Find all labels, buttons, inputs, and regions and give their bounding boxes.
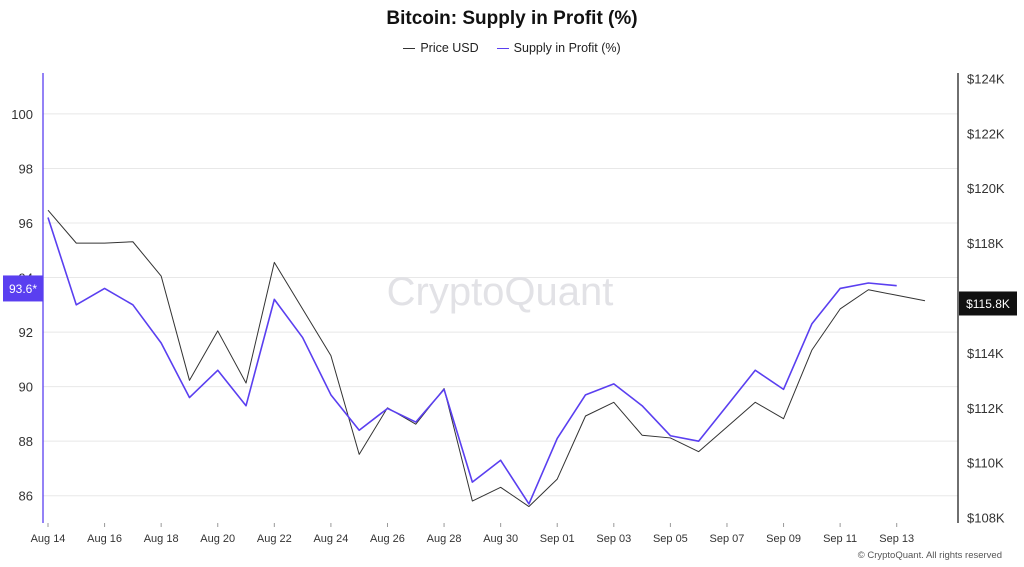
y-right-tick-label: $120K xyxy=(967,181,1005,196)
y-right-tick-label: $114K xyxy=(967,346,1004,361)
y-left-tick-label: 88 xyxy=(19,434,33,449)
grid-layer xyxy=(43,113,958,497)
current-value-label-left: 93.6* xyxy=(9,282,37,296)
x-tick-label: Aug 26 xyxy=(370,533,405,545)
y-left-tick-label: 92 xyxy=(19,325,33,340)
x-tick-label: Sep 07 xyxy=(710,533,745,545)
x-tick-label: Sep 11 xyxy=(823,533,857,545)
y-left-tick-label: 90 xyxy=(19,380,33,395)
y-left-tick-label: 86 xyxy=(19,489,33,504)
x-tick-label: Aug 24 xyxy=(313,533,348,545)
x-tick-label: Sep 01 xyxy=(540,533,575,545)
series-layer xyxy=(47,209,926,508)
x-tick-label: Aug 28 xyxy=(427,533,462,545)
legend-item-price[interactable]: Price USD xyxy=(403,41,479,55)
y-right-tick-label: $122K xyxy=(967,126,1005,141)
copyright-notice: © CryptoQuant. All rights reserved xyxy=(857,550,1002,561)
series-line-supply-in-profit xyxy=(47,217,897,505)
y-right-tick-label: $108K xyxy=(967,511,1005,526)
y-right-tick-label: $112K xyxy=(967,401,1004,416)
legend-label-price: Price USD xyxy=(420,41,479,55)
legend-label-supply: Supply in Profit (%) xyxy=(513,41,621,55)
x-tick-label: Sep 05 xyxy=(653,533,688,545)
y-right-tick-label: $124K xyxy=(967,71,1005,86)
current-value-label-right: $115.8K xyxy=(966,297,1010,311)
x-tick-label: Sep 13 xyxy=(879,533,914,545)
x-tick-label: Aug 18 xyxy=(144,533,179,545)
current-value-badge-right xyxy=(959,291,1017,316)
y-right-tick-label: $118K xyxy=(967,236,1004,251)
y-left-tick-label: 96 xyxy=(19,216,33,231)
y-left-tick-label: 98 xyxy=(19,161,33,176)
y-left-tick-label: 100 xyxy=(11,107,33,122)
legend-swatch-supply xyxy=(496,47,509,49)
x-tick-label: Aug 30 xyxy=(483,533,518,545)
x-tick-label: Aug 14 xyxy=(31,533,66,545)
series-line-price-usd xyxy=(47,209,926,508)
chart-legend: Price USD Supply in Profit (%) xyxy=(0,41,1024,55)
x-tick-label: Aug 20 xyxy=(200,533,235,545)
legend-swatch-price xyxy=(403,47,416,49)
x-tick-label: Sep 09 xyxy=(766,533,801,545)
axis-layer: 86889092949698100$108K$110K$112K$114K$11… xyxy=(11,71,1005,545)
x-tick-label: Aug 22 xyxy=(257,533,292,545)
x-tick-label: Sep 03 xyxy=(596,533,631,545)
y-right-tick-label: $110K xyxy=(967,456,1004,471)
watermark: CryptoQuant xyxy=(387,270,614,314)
chart-title: Bitcoin: Supply in Profit (%) xyxy=(386,8,638,29)
marker-layer: 93.6* $115.8K xyxy=(3,275,1017,316)
x-tick-label: Aug 16 xyxy=(87,533,122,545)
legend-item-supply[interactable]: Supply in Profit (%) xyxy=(496,41,621,55)
current-value-badge-left xyxy=(3,275,43,302)
